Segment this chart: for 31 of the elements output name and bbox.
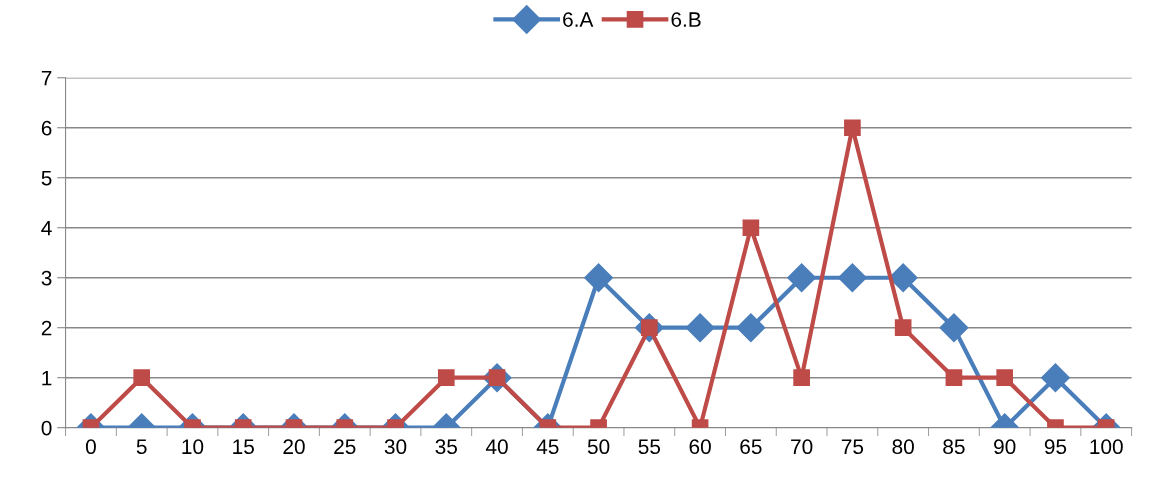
x-tick-label: 70 <box>791 439 813 455</box>
y-tick-label: 3 <box>41 270 52 286</box>
x-tick-label: 20 <box>283 439 305 455</box>
x-tick-label: 90 <box>994 439 1016 455</box>
y-tick-label: 6 <box>41 120 52 136</box>
x-tick-label: 50 <box>587 439 610 455</box>
x-tick-label: 55 <box>638 439 661 455</box>
y-tick-label: 5 <box>41 170 52 186</box>
x-tick-label: 15 <box>233 439 254 455</box>
x-tick-label: 60 <box>689 439 711 455</box>
x-tick-label: 45 <box>536 439 559 455</box>
legend-label: 6.B <box>671 12 701 27</box>
y-tick-label: 4 <box>41 220 52 236</box>
x-tick-label: 40 <box>485 439 508 455</box>
x-tick-label: 65 <box>740 439 762 455</box>
x-tick-label: 35 <box>435 439 457 455</box>
x-tick-label: 100 <box>1090 439 1123 455</box>
x-tick-label: 80 <box>892 439 914 455</box>
x-tick-label: 75 <box>841 439 864 455</box>
x-tick-label: 30 <box>384 439 407 455</box>
x-tick-label: 0 <box>85 439 96 455</box>
y-tick-label: 0 <box>41 420 52 436</box>
legend-label: 6.A <box>563 12 594 27</box>
x-tick-label: 5 <box>136 439 147 455</box>
x-tick-label: 95 <box>1044 439 1067 455</box>
y-tick-label: 7 <box>41 70 52 86</box>
y-tick-label: 2 <box>41 320 52 336</box>
x-tick-label: 25 <box>334 439 356 455</box>
x-tick-label: 85 <box>943 439 965 455</box>
x-tick-label: 10 <box>182 439 204 455</box>
y-tick-label: 1 <box>42 370 52 386</box>
